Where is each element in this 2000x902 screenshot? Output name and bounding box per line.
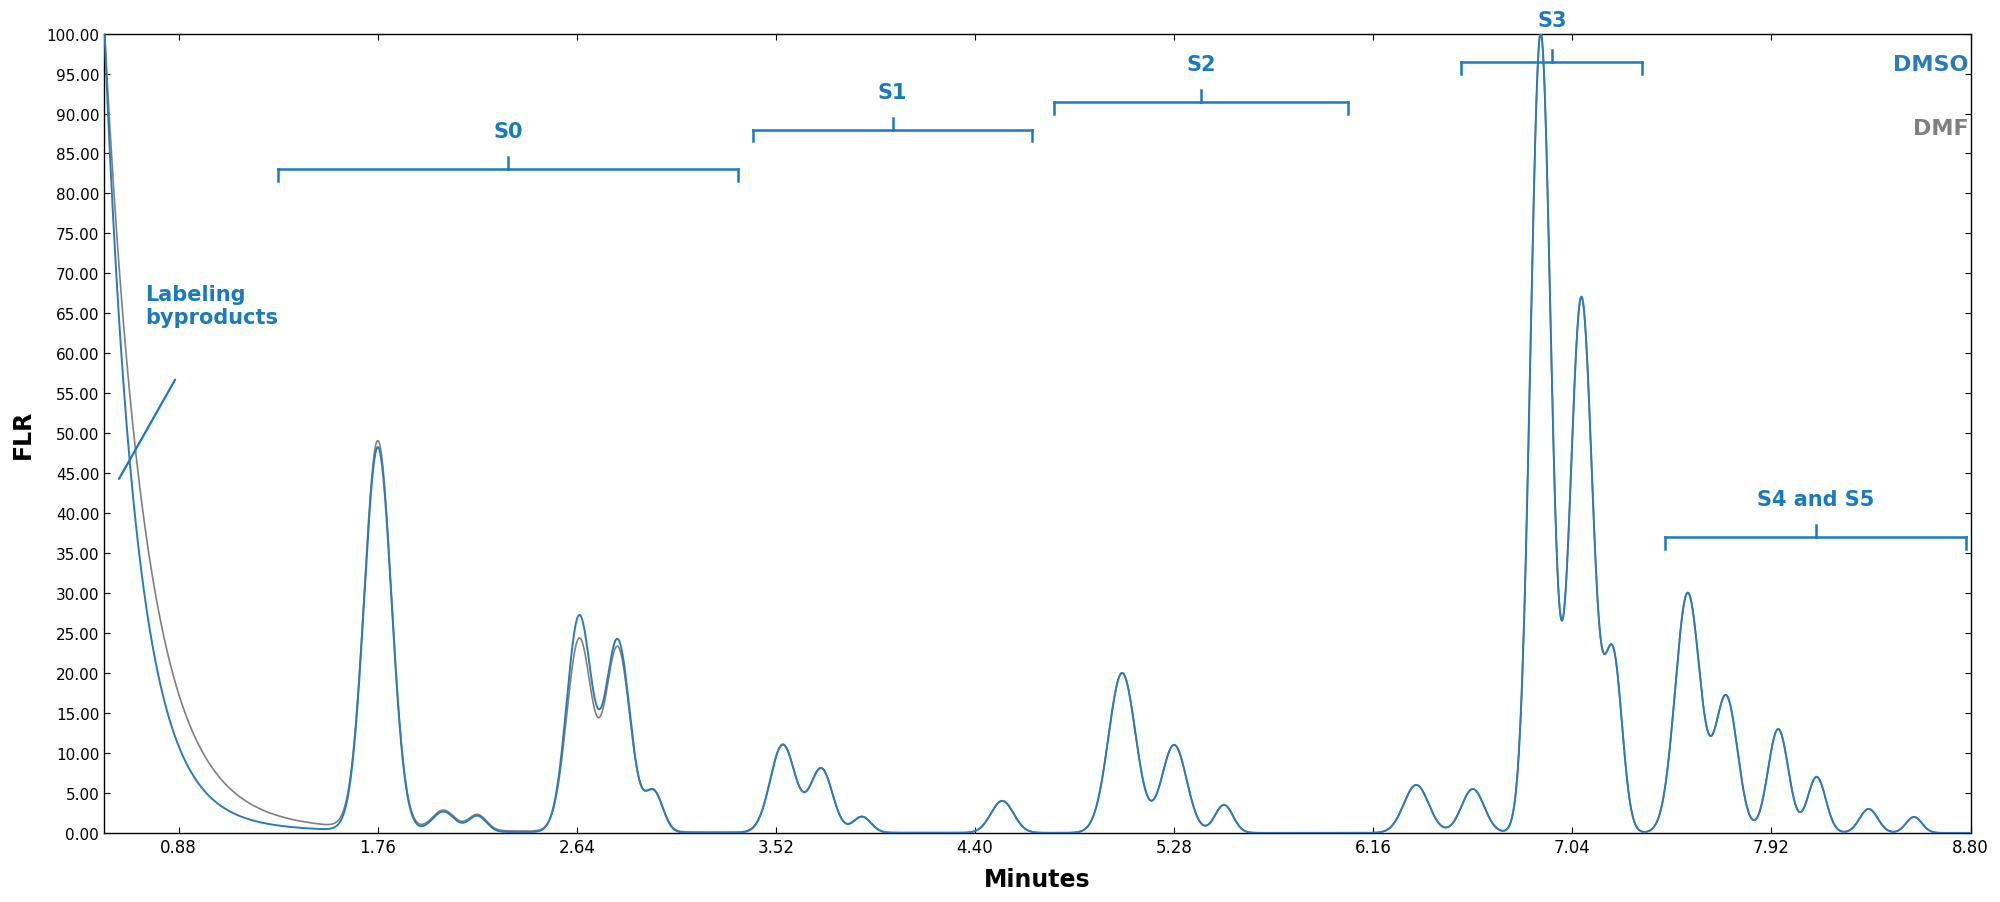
Text: Labeling
byproducts: Labeling byproducts [144, 284, 278, 327]
Text: S0: S0 [494, 123, 522, 143]
Text: DMF: DMF [1912, 118, 1968, 138]
Text: S1: S1 [878, 82, 908, 103]
Text: S4 and S5: S4 and S5 [1756, 490, 1874, 510]
Text: S3: S3 [1538, 11, 1566, 31]
Text: DMSO: DMSO [1892, 54, 1968, 75]
Text: S2: S2 [1186, 54, 1216, 75]
Y-axis label: FLR: FLR [12, 410, 36, 458]
X-axis label: Minutes: Minutes [984, 867, 1090, 891]
